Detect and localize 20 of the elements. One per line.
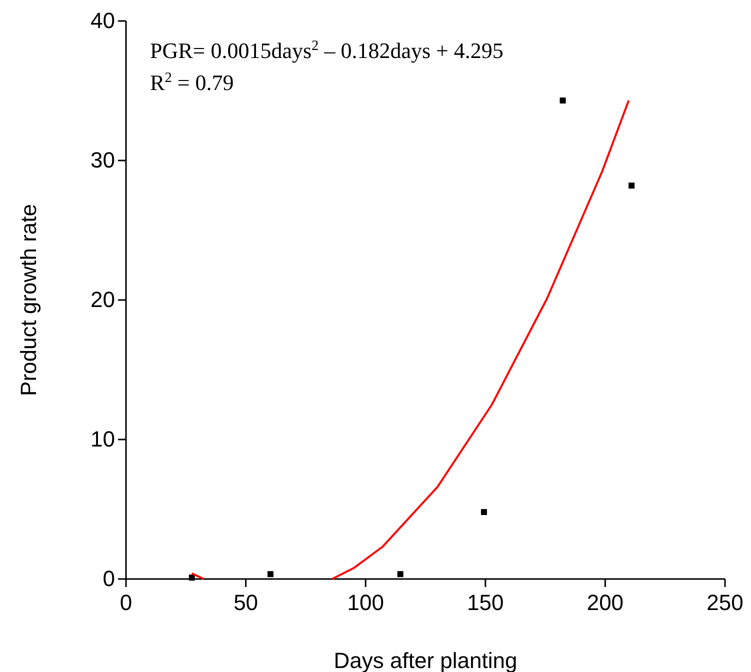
y-tick-label: 20 <box>90 287 115 312</box>
point <box>188 574 195 581</box>
y-axis-title: Product growth rate <box>16 204 41 396</box>
point <box>397 571 404 578</box>
x-tick-label: 0 <box>120 590 132 615</box>
x-tick-label: 250 <box>706 590 744 615</box>
point <box>267 571 274 578</box>
annotation: R$^{2}$ = 0.79 <box>150 70 234 95</box>
y-tick-label: 10 <box>90 426 115 452</box>
y-tick-label: 30 <box>90 148 115 173</box>
point <box>628 182 635 189</box>
x-tick-label: 100 <box>347 590 384 615</box>
y-tick-label: 40 <box>90 8 115 34</box>
x-tick-label: 200 <box>586 590 624 615</box>
x-tick-label: 150 <box>467 590 504 615</box>
y-tick-label: 0 <box>102 566 115 592</box>
x-tick-label: 50 <box>234 590 258 615</box>
point <box>560 98 566 104</box>
point <box>480 509 487 516</box>
annotation: PGR= 0.0015days$^{2}$ – 0.182days + 4.295 <box>150 38 504 63</box>
